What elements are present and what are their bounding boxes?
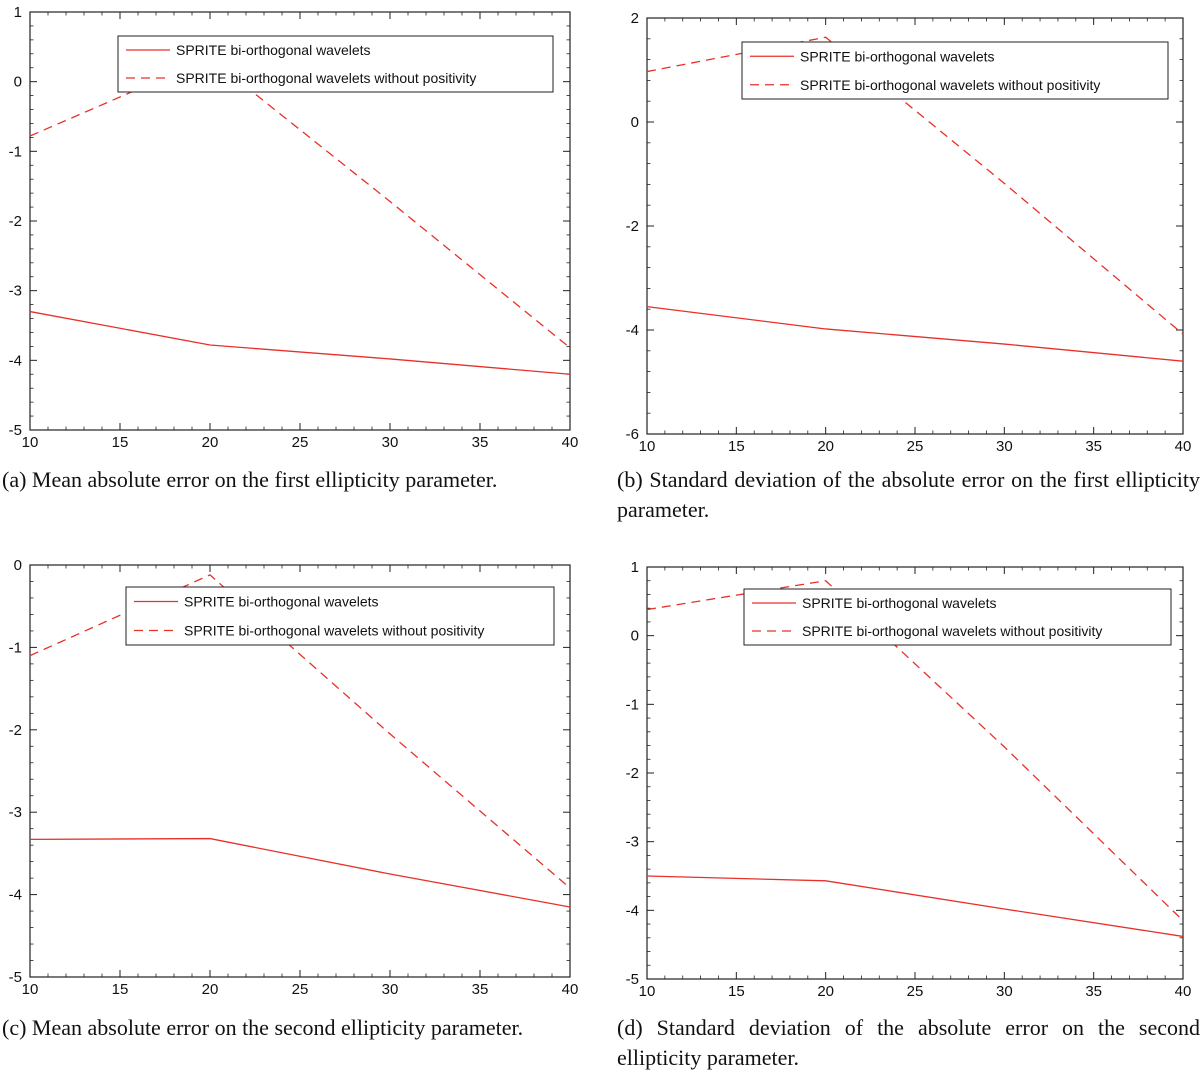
y-tick-label: -3	[9, 804, 22, 821]
legend-label: SPRITE bi-orthogonal wavelets	[184, 594, 379, 610]
legend-box	[743, 588, 1172, 646]
x-tick-label: 15	[728, 983, 745, 1000]
y-tick-label: -4	[9, 352, 22, 369]
panel-d: 10 15 20 25 30 35 40 1 0 -1 -2 -3 -4 -5 SPRITE bi-orth…	[600, 545, 1200, 1073]
x-tick-label: 30	[382, 434, 399, 451]
caption-a: (a) Mean absolute error on the first ell…	[2, 467, 498, 492]
chart-c: 10 15 20 25 30 35 40 0 -1 -2 -3 -4 -5 SPRITE bi-ortho…	[9, 557, 579, 998]
y-tick-label: -1	[9, 639, 22, 656]
x-tick-label: 20	[817, 983, 834, 1000]
x-tick-label: 20	[202, 981, 219, 998]
series-line-without-positivity	[646, 580, 1184, 922]
series-line-without-positivity	[29, 574, 571, 889]
x-tick-label: 10	[639, 983, 656, 1000]
y-tick-label: -2	[626, 218, 639, 235]
y-tick-label: -2	[626, 765, 639, 782]
y-tick-label: 2	[631, 10, 639, 27]
panel-c: 10 15 20 25 30 35 40 0 -1 -2 -3 -4 -5 SPRITE bi-ortho…	[0, 545, 600, 1073]
legend-label: SPRITE bi-orthogonal wavelets	[176, 42, 371, 58]
x-tick-label: 35	[1085, 983, 1102, 1000]
y-tick-label: 0	[631, 114, 639, 131]
series-line-bi-orthogonal	[29, 310, 571, 375]
x-tick-label: 10	[22, 434, 39, 451]
caption-c: (c) Mean absolute error on the second el…	[2, 1015, 524, 1040]
series-line-without-positivity	[646, 36, 1184, 335]
y-tick-label: -2	[9, 213, 22, 230]
legend-box	[117, 35, 554, 93]
y-tick-label: 0	[631, 628, 639, 645]
y-tick-label: -5	[626, 971, 639, 988]
panel-b: 10 15 20 25 30 35 40 2 0 -2 -4 -6 SPRITE bi-orthogon…	[600, 0, 1200, 540]
x-tick-label: 25	[907, 438, 924, 455]
legend-label: SPRITE bi-orthogonal wavelets without po…	[176, 70, 476, 86]
y-tick-label: 1	[631, 559, 639, 576]
x-tick-label: 20	[817, 438, 834, 455]
y-tick-label: 0	[14, 74, 22, 91]
x-tick-label: 35	[472, 981, 489, 998]
x-tick-label: 25	[292, 434, 309, 451]
x-tick-label: 15	[112, 981, 129, 998]
caption-d: (d) Standard deviation of the absolute e…	[617, 1015, 1200, 1070]
y-tick-label: -3	[9, 283, 22, 300]
legend-label: SPRITE bi-orthogonal wavelets	[800, 48, 995, 64]
x-tick-label: 30	[996, 983, 1013, 1000]
y-tick-label: -3	[626, 834, 639, 851]
legend-box	[741, 41, 1169, 100]
legend-box	[125, 586, 555, 646]
x-tick-label: 20	[202, 434, 219, 451]
y-tick-label: -4	[626, 902, 639, 919]
y-tick-label: -4	[626, 322, 639, 339]
panel-a: 10 15 20 25 30 35 40 1 0 -1 -2 -3 -4 -5 SPRITE bi-orth…	[0, 0, 600, 540]
series-line-bi-orthogonal	[29, 837, 571, 908]
x-tick-label: 30	[996, 438, 1013, 455]
y-tick-label: -1	[626, 696, 639, 713]
y-tick-label: 1	[14, 4, 22, 21]
x-tick-label: 15	[728, 438, 745, 455]
y-tick-label: -4	[9, 887, 22, 904]
x-tick-label: 10	[639, 438, 656, 455]
series-line-bi-orthogonal	[646, 305, 1184, 362]
legend-label: SPRITE bi-orthogonal wavelets	[802, 595, 997, 611]
y-tick-label: -1	[9, 143, 22, 160]
y-tick-label: -5	[9, 969, 22, 986]
x-tick-label: 40	[1175, 438, 1192, 455]
y-tick-label: -2	[9, 722, 22, 739]
x-tick-label: 40	[1175, 983, 1192, 1000]
x-tick-label: 35	[472, 434, 489, 451]
x-tick-label: 25	[292, 981, 309, 998]
series-line-without-positivity	[29, 57, 571, 349]
legend-label: SPRITE bi-orthogonal wavelets without po…	[802, 623, 1102, 639]
x-tick-label: 40	[562, 434, 579, 451]
series-line-bi-orthogonal	[646, 875, 1184, 938]
x-tick-label: 15	[112, 434, 129, 451]
x-tick-label: 40	[562, 981, 579, 998]
x-tick-label: 35	[1085, 438, 1102, 455]
x-tick-label: 30	[382, 981, 399, 998]
y-tick-label: 0	[14, 557, 22, 574]
x-tick-label: 25	[907, 983, 924, 1000]
legend-label: SPRITE bi-orthogonal wavelets without po…	[800, 77, 1100, 93]
x-tick-label: 10	[22, 981, 39, 998]
y-tick-label: -6	[626, 426, 639, 443]
caption-b: (b) Standard deviation of the absolute e…	[617, 467, 1200, 522]
legend-label: SPRITE bi-orthogonal wavelets without po…	[184, 623, 484, 639]
y-tick-label: -5	[9, 422, 22, 439]
